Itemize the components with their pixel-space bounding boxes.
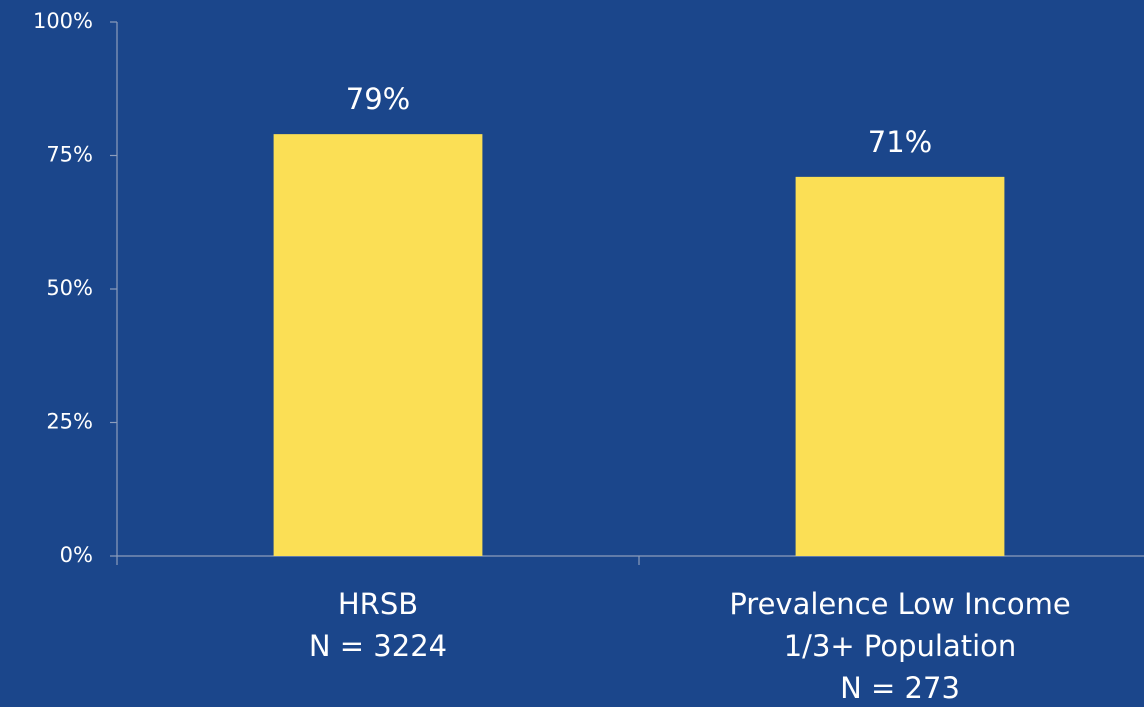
bar xyxy=(795,176,1005,557)
x-tick-label: 1/3+ Population xyxy=(784,629,1017,663)
y-tick-label: 100% xyxy=(33,9,93,33)
x-tick-label: HRSB xyxy=(338,587,418,621)
bar xyxy=(273,134,483,556)
value-label: 79% xyxy=(346,82,410,116)
y-tick-label: 50% xyxy=(46,276,93,300)
y-tick-label: 25% xyxy=(46,410,93,434)
x-tick-label: N = 3224 xyxy=(309,629,447,663)
value-label: 71% xyxy=(868,125,932,159)
y-tick-label: 75% xyxy=(46,143,93,167)
x-tick-label: Prevalence Low Income xyxy=(729,587,1070,621)
x-tick-label: N = 273 xyxy=(840,671,960,705)
y-tick-label: 0% xyxy=(60,543,93,567)
